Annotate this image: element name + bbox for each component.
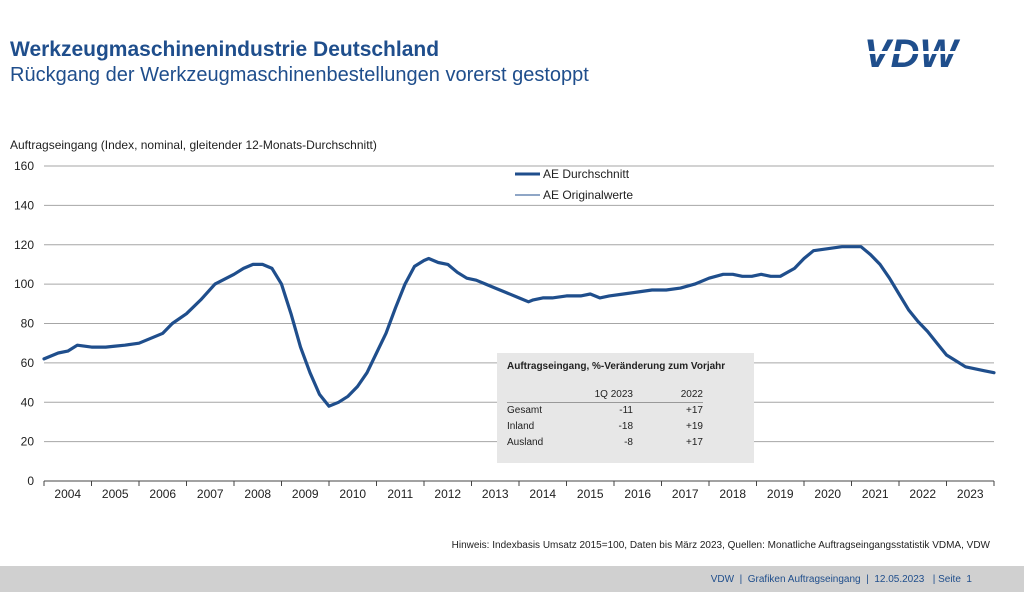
x-tick-label: 2020 <box>814 487 841 501</box>
x-tick-label: 2019 <box>767 487 794 501</box>
table-row-y: +17 <box>686 405 703 416</box>
table-row-label: Gesamt <box>507 405 543 416</box>
x-tick-label: 2013 <box>482 487 509 501</box>
x-tick-label: 2014 <box>529 487 556 501</box>
table-row-q: -8 <box>624 437 633 448</box>
x-tick-label: 2011 <box>387 487 413 501</box>
y-tick-label: 20 <box>21 435 35 449</box>
table-header-q: 1Q 2023 <box>594 389 633 400</box>
vdw-logo: VDW <box>862 33 992 73</box>
table-title: Auftragseingang, %-Veränderung zum Vorja… <box>507 361 726 372</box>
x-ticks <box>43 481 995 486</box>
table-header-y: 2022 <box>680 389 703 400</box>
y-tick-label: 100 <box>14 277 34 291</box>
x-tick-label: 2022 <box>909 487 936 501</box>
x-tick-label: 2009 <box>292 487 319 501</box>
y-axis-label: Auftragseingang (Index, nominal, gleiten… <box>10 138 377 152</box>
table-divider <box>507 402 703 403</box>
page-subtitle: Rückgang der Werkzeugmaschinenbestellung… <box>10 64 589 86</box>
series-line-durchschnitt <box>42 245 996 408</box>
x-tick-label: 2008 <box>244 487 271 501</box>
y-tick-labels: 0 20 40 60 80 100 120 140 160 <box>14 159 34 488</box>
table-row-q: -18 <box>618 421 633 432</box>
change-table: Auftragseingang, %-Veränderung zum Vorja… <box>497 353 754 463</box>
x-tick-label: 2012 <box>434 487 461 501</box>
table-row-label: Ausland <box>507 437 544 448</box>
legend-label-durchschnitt: AE Durchschnitt <box>543 167 630 181</box>
table-row-y: +17 <box>686 437 703 448</box>
x-tick-label: 2007 <box>197 487 224 501</box>
y-tick-label: 60 <box>21 356 35 370</box>
x-tick-label: 2021 <box>862 487 889 501</box>
y-tick-label: 80 <box>21 317 35 331</box>
x-tick-label: 2023 <box>957 487 984 501</box>
x-tick-label: 2016 <box>624 487 651 501</box>
x-tick-label: 2018 <box>719 487 746 501</box>
y-tick-label: 120 <box>14 238 34 252</box>
table-row-label: Inland <box>507 421 535 432</box>
x-tick-label: 2017 <box>672 487 699 501</box>
x-tick-labels: 2004 2005 2006 2007 2008 2009 2010 2011 2012 2013… <box>54 487 984 501</box>
x-tick-label: 2005 <box>102 487 129 501</box>
footer-bar: VDW | Grafiken Auftragseingang | 12.05.2… <box>0 566 1024 592</box>
page-title: Werkzeugmaschinenindustrie Deutschland <box>10 38 440 61</box>
y-tick-label: 160 <box>14 159 34 173</box>
table-row-y: +19 <box>686 421 703 432</box>
series-layer <box>42 245 996 408</box>
y-tick-label: 0 <box>27 474 34 488</box>
y-tick-label: 140 <box>14 198 34 212</box>
table-row-q: -11 <box>619 405 633 416</box>
legend: AE Durchschnitt AE Originalwerte <box>515 167 633 202</box>
legend-label-originalwerte: AE Originalwerte <box>543 188 633 202</box>
x-tick-label: 2004 <box>54 487 81 501</box>
source-note: Hinweis: Indexbasis Umsatz 2015=100, Dat… <box>451 540 990 551</box>
footer-text: VDW | Grafiken Auftragseingang | 12.05.2… <box>710 574 972 585</box>
x-tick-label: 2010 <box>339 487 366 501</box>
x-tick-label: 2006 <box>149 487 176 501</box>
y-tick-label: 40 <box>21 395 35 409</box>
x-tick-label: 2015 <box>577 487 604 501</box>
